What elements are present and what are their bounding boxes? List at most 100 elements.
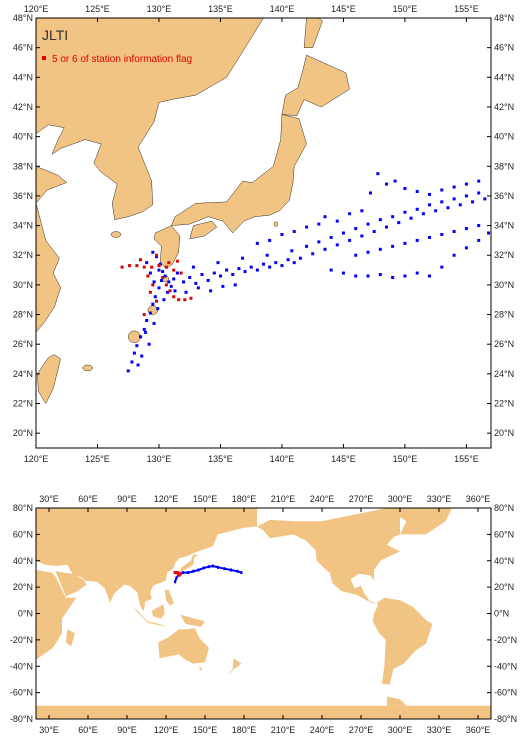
station-point (148, 271, 152, 275)
world-japan (179, 554, 199, 573)
regional-map-axes: 120°E 120°E 125°E 125°E 130°E 130°E 135°E 135°E… (13, 4, 514, 464)
station-point (216, 261, 220, 265)
station-point (237, 267, 241, 271)
lat-tick-label: 22°N (13, 399, 33, 409)
flagged-station-point (142, 265, 146, 269)
world-station-point (197, 568, 200, 572)
lat-tick-label: 20°N (494, 428, 514, 438)
station-point (212, 271, 216, 275)
station-point (341, 231, 345, 235)
lat-tick-label: 46°N (13, 43, 33, 53)
station-point (167, 280, 171, 284)
land-hokkaido (281, 54, 350, 117)
station-point (206, 278, 210, 282)
station-point (393, 179, 397, 183)
station-point (477, 179, 481, 183)
station-point (415, 238, 419, 242)
station-point (415, 189, 419, 193)
lon-tick-label: 120°E (24, 454, 49, 464)
station-point (274, 261, 278, 265)
world-north-america (257, 508, 400, 603)
station-point (428, 235, 432, 239)
station-point (140, 354, 144, 358)
station-point (209, 289, 213, 293)
lat-tick-label: 40°N (494, 132, 514, 142)
lon-tick-label: 125°E (85, 4, 110, 14)
station-point (354, 274, 358, 278)
world-greenland (393, 508, 452, 535)
station-point (329, 235, 333, 239)
land-island (128, 330, 141, 343)
station-point (335, 219, 339, 223)
station-point (243, 270, 247, 274)
station-point (440, 232, 444, 236)
world-station-point (217, 565, 219, 569)
station-point (148, 311, 152, 315)
station-point (175, 271, 179, 275)
station-point (452, 253, 456, 257)
station-point (156, 307, 160, 311)
station-point (378, 218, 382, 222)
station-point (458, 203, 462, 207)
lat-tick-label: 26°N (13, 339, 33, 349)
lon-tick-label: 150°E (393, 4, 418, 14)
lat-tick-label: 30°N (494, 280, 514, 290)
world-flagged-station-point (176, 571, 180, 575)
world-map: 30°E 30°E 60°E 60°E 90°E 90°E 120°E 120°E 150°E 1… (10, 494, 517, 735)
station-point (169, 284, 173, 288)
lat-tick-label: 30°N (13, 280, 33, 290)
station-point (464, 227, 468, 231)
lat-tick-label: 44°N (13, 72, 33, 82)
flagged-station-point (120, 265, 124, 269)
station-point (161, 270, 165, 274)
station-point (378, 247, 382, 251)
world-station-point (175, 576, 178, 580)
lat-tick-label: 32°N (13, 250, 33, 260)
station-point (152, 321, 156, 325)
station-point (166, 290, 170, 294)
lon-tick-label: 300°E (388, 494, 413, 504)
lat-tick-label: 48°N (494, 13, 514, 23)
station-point (159, 278, 163, 282)
flagged-station-point (164, 265, 168, 269)
station-point (341, 271, 345, 275)
station-point (391, 244, 395, 248)
world-flagged-station-point (173, 571, 177, 575)
lon-tick-label: 120°E (154, 494, 179, 504)
station-point (221, 284, 225, 288)
station-point (182, 280, 186, 284)
world-station-point (174, 580, 177, 584)
station-point (298, 256, 302, 260)
world-new-guinea (180, 614, 205, 627)
flagged-station-point (164, 283, 168, 287)
station-point (477, 191, 481, 195)
station-point (335, 243, 339, 247)
station-point (311, 252, 315, 256)
station-point (452, 185, 456, 189)
station-point (231, 273, 235, 277)
lat-tick-label: 42°N (494, 102, 514, 112)
station-point (280, 264, 284, 268)
flagged-station-point (157, 264, 161, 268)
land-china-coast (35, 203, 61, 333)
world-station-point (181, 571, 184, 575)
lat-tick-label: 80°N (494, 503, 514, 513)
station-point (487, 231, 491, 235)
flagged-station-point (151, 283, 155, 287)
lat-tick-label: 24°N (13, 369, 33, 379)
station-point (403, 241, 407, 245)
station-point (151, 250, 155, 254)
station-point (464, 194, 468, 198)
lat-tick-label: 40°N (13, 556, 33, 566)
lon-tick-label: 90°E (117, 494, 137, 504)
station-point (366, 222, 370, 226)
station-point (440, 265, 444, 269)
lon-tick-label: 150°E (193, 494, 218, 504)
lat-tick-label: -20°N (10, 635, 33, 645)
station-point (142, 327, 146, 331)
lat-tick-label: 36°N (13, 191, 33, 201)
lon-tick-label: 330°E (427, 725, 452, 735)
station-point (255, 241, 259, 245)
station-point (151, 302, 155, 306)
world-station-point (240, 571, 243, 575)
